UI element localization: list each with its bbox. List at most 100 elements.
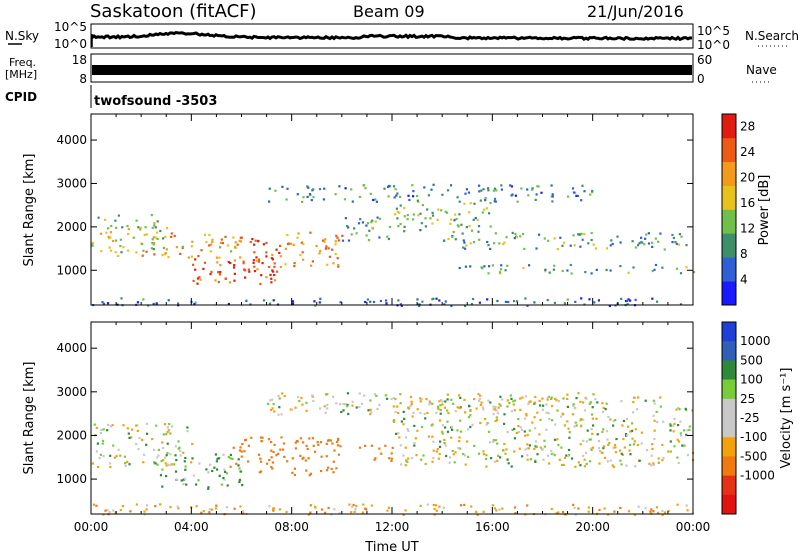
data-cell	[492, 405, 495, 408]
data-cell	[308, 193, 312, 196]
data-cell	[252, 261, 255, 265]
data-cell	[273, 410, 276, 413]
data-cell	[438, 400, 441, 403]
data-cell	[91, 244, 94, 247]
data-cell	[274, 189, 277, 192]
data-cell	[378, 217, 381, 220]
data-cell	[526, 304, 529, 307]
data-cell	[200, 511, 203, 514]
data-cell	[142, 461, 145, 464]
data-cell	[570, 457, 574, 460]
data-cell	[293, 262, 296, 265]
data-cell	[437, 407, 440, 411]
data-cell	[219, 271, 222, 274]
data-cell	[605, 402, 608, 405]
data-cell	[444, 400, 447, 403]
data-cell	[176, 478, 179, 481]
data-cell	[661, 509, 664, 513]
data-cell	[598, 508, 601, 512]
data-cell	[526, 504, 529, 507]
colorbar-segment	[722, 360, 736, 380]
data-cell	[238, 449, 242, 452]
data-cell	[443, 239, 446, 242]
data-cell	[142, 249, 145, 252]
x-axis-label: Time UT	[364, 540, 418, 554]
data-cell	[102, 455, 105, 458]
colorbar-segment	[722, 475, 736, 496]
data-cell	[453, 461, 456, 464]
data-cell	[485, 207, 488, 210]
data-cell	[590, 238, 593, 242]
data-cell	[430, 188, 433, 191]
data-cell	[412, 195, 415, 198]
data-cell	[548, 462, 551, 465]
data-cell	[358, 446, 362, 449]
data-cell	[518, 447, 521, 450]
data-cell	[587, 506, 590, 509]
data-cell	[374, 457, 377, 460]
data-cell	[402, 410, 405, 413]
data-cell	[164, 235, 167, 238]
data-cell	[109, 231, 112, 234]
data-cell	[637, 396, 640, 399]
data-cell	[679, 303, 683, 306]
data-cell	[145, 233, 148, 236]
data-cell	[533, 447, 536, 450]
data-cell	[560, 446, 563, 449]
data-cell	[430, 424, 433, 427]
data-cell	[353, 510, 356, 513]
freq-bottom-tick: 8	[79, 72, 87, 86]
data-cell	[119, 238, 122, 241]
data-cell	[137, 448, 140, 451]
data-cell	[677, 440, 681, 443]
data-cell	[192, 474, 196, 477]
data-cell	[344, 403, 347, 406]
data-cell	[487, 187, 490, 190]
data-cell	[589, 438, 592, 441]
data-cell	[170, 235, 173, 238]
data-cell	[135, 219, 138, 222]
data-cell	[446, 393, 449, 396]
data-cell	[335, 234, 338, 237]
data-cell	[516, 300, 519, 303]
data-cell	[590, 428, 593, 431]
data-cell	[485, 454, 488, 457]
data-cell	[469, 425, 472, 429]
data-cell	[165, 227, 169, 230]
data-cell	[196, 282, 199, 285]
data-cell	[298, 399, 301, 403]
data-cell	[534, 460, 537, 463]
data-cell	[124, 464, 127, 467]
data-cell	[661, 513, 664, 517]
data-cell	[678, 233, 681, 236]
data-cell	[194, 268, 197, 271]
data-cell	[447, 189, 450, 192]
data-cell	[232, 266, 236, 269]
data-cell	[521, 232, 525, 236]
data-cell	[459, 419, 462, 422]
data-cell	[603, 507, 606, 510]
data-cell	[546, 454, 549, 457]
data-cell	[224, 277, 227, 280]
data-cell	[235, 462, 238, 465]
data-cell	[154, 236, 157, 239]
data-cell	[397, 432, 400, 435]
data-cell	[590, 272, 593, 275]
data-cell	[364, 444, 367, 447]
data-cell	[386, 509, 389, 512]
data-cell	[590, 401, 593, 404]
data-cell	[218, 273, 221, 276]
data-cell	[436, 448, 439, 451]
data-cell	[632, 401, 635, 404]
data-cell	[563, 424, 566, 427]
data-cell	[608, 304, 611, 308]
data-cell	[619, 459, 622, 462]
data-cell	[534, 427, 537, 430]
data-cell	[656, 300, 659, 303]
data-cell	[145, 250, 148, 253]
data-cell	[685, 244, 688, 247]
data-cell	[320, 469, 323, 473]
data-cell	[164, 456, 167, 459]
colorbar-segment	[722, 257, 736, 282]
data-cell	[544, 270, 547, 273]
